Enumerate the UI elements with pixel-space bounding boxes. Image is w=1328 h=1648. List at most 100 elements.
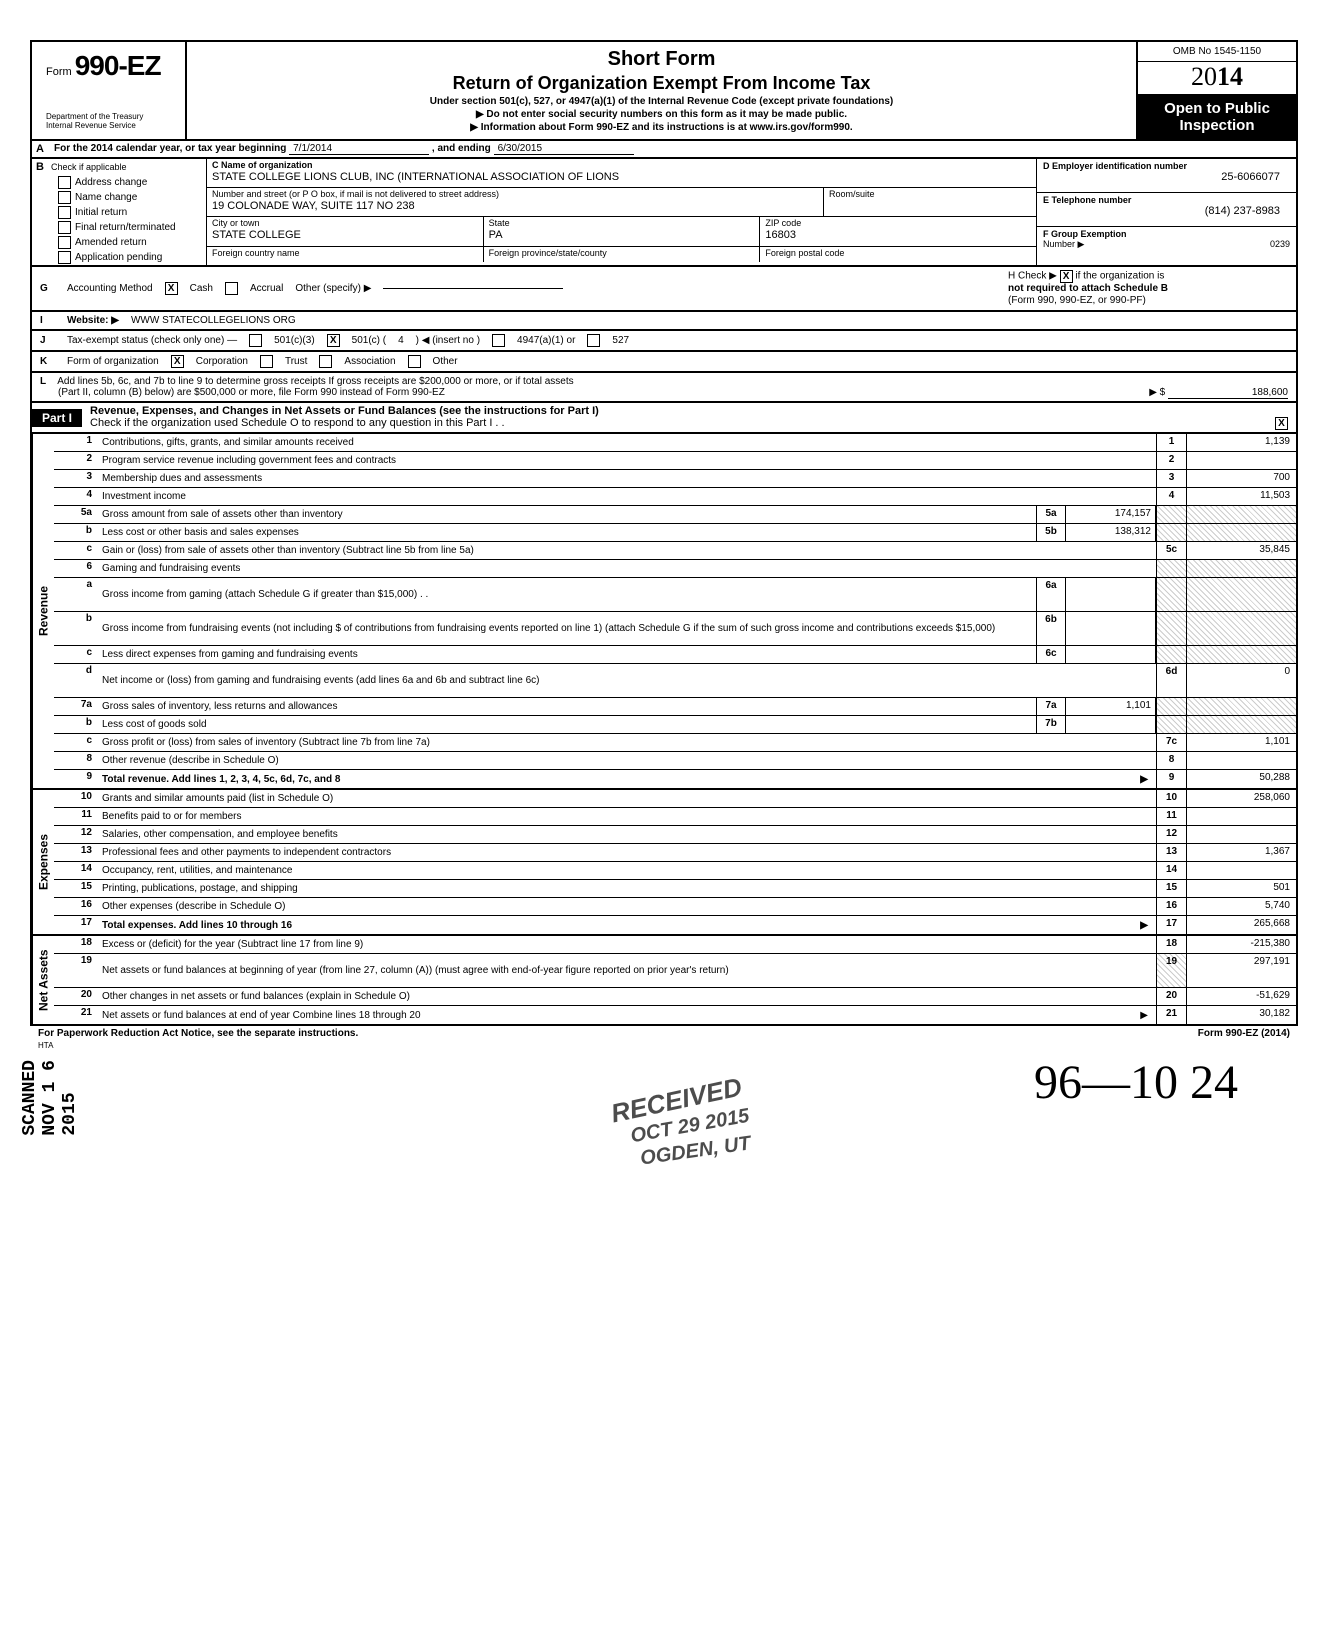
c-label: C Name of organization	[212, 160, 1031, 170]
f-label2: Number ▶	[1043, 239, 1084, 250]
right-line-num: 8	[1156, 752, 1186, 769]
fpc-cell: Foreign postal code	[760, 247, 1036, 262]
line-number: a	[54, 578, 98, 611]
checkbox-other-org[interactable]	[408, 355, 421, 368]
checkbox-icon[interactable]	[58, 191, 71, 204]
right-line-val: 30,182	[1186, 1006, 1296, 1024]
table-row: bLess cost of goods sold7b	[54, 716, 1296, 734]
line-number: b	[54, 716, 98, 733]
table-row: 7aGross sales of inventory, less returns…	[54, 698, 1296, 716]
c-after: ) ◀ (insert no )	[416, 335, 480, 346]
right-line-num	[1156, 578, 1186, 611]
dept-line2: Internal Revenue Service	[46, 122, 171, 131]
acct-label: Accounting Method	[67, 283, 153, 294]
header-arrow1: ▶ Do not enter social security numbers o…	[197, 109, 1126, 120]
checkbox-icon[interactable]	[58, 251, 71, 264]
zip-value: 16803	[765, 228, 1031, 241]
right-line-num: 9	[1156, 770, 1186, 788]
checkbox-4947[interactable]	[492, 334, 505, 347]
form-number-cell: Form 990-EZ Department of the Treasury I…	[32, 42, 187, 139]
table-row: 13Professional fees and other payments t…	[54, 844, 1296, 862]
table-row: 12Salaries, other compensation, and empl…	[54, 826, 1296, 844]
h-line3: (Form 990, 990-EZ, or 990-PF)	[1008, 295, 1146, 306]
checkbox-icon[interactable]	[58, 236, 71, 249]
checkbox-assoc[interactable]	[319, 355, 332, 368]
part1-title: Revenue, Expenses, and Changes in Net As…	[82, 403, 1296, 432]
checkbox-icon[interactable]	[58, 206, 71, 219]
checkbox-sched-o[interactable]	[1275, 417, 1288, 430]
checkbox-501c[interactable]	[327, 334, 340, 347]
checkbox-accrual[interactable]	[225, 282, 238, 295]
table-row: aGross income from gaming (attach Schedu…	[54, 578, 1296, 612]
check-initial[interactable]: Initial return	[32, 205, 206, 220]
right-line-val	[1186, 698, 1296, 715]
arrow-icon: ▶	[1140, 1010, 1148, 1021]
right-line-val: 0	[1186, 664, 1296, 697]
fc-label: Foreign country name	[212, 248, 478, 258]
line-desc: Occupancy, rent, utilities, and maintena…	[98, 862, 1156, 879]
a1: 4947(a)(1) or	[517, 335, 575, 346]
room-cell: Room/suite	[824, 188, 1036, 216]
line-number: d	[54, 664, 98, 697]
checkbox-trust[interactable]	[260, 355, 273, 368]
right-line-num: 18	[1156, 936, 1186, 953]
table-row: 18Excess or (deficit) for the year (Subt…	[54, 936, 1296, 954]
line-desc: Net assets or fund balances at beginning…	[98, 954, 1156, 987]
footer-left: For Paperwork Reduction Act Notice, see …	[38, 1028, 358, 1039]
right-line-num: 21	[1156, 1006, 1186, 1024]
table-row: 11Benefits paid to or for members11	[54, 808, 1296, 826]
inner-line-val	[1066, 612, 1156, 645]
year-prefix: 20	[1191, 62, 1217, 91]
zip-cell: ZIP code 16803	[760, 217, 1036, 245]
right-line-num: 12	[1156, 826, 1186, 843]
line-number: c	[54, 646, 98, 663]
addr-value: 19 COLONADE WAY, SUITE 117 NO 238	[212, 199, 818, 212]
c: 501(c) (	[352, 335, 386, 346]
netassets-lines: 18Excess or (deficit) for the year (Subt…	[54, 936, 1296, 1024]
checkbox-icon[interactable]	[58, 176, 71, 189]
line-number: 18	[54, 936, 98, 953]
checkbox-527[interactable]	[587, 334, 600, 347]
right-line-val: 1,101	[1186, 734, 1296, 751]
right-line-val: 258,060	[1186, 790, 1296, 807]
checkbox-cash[interactable]	[165, 282, 178, 295]
line-desc: Salaries, other compensation, and employ…	[98, 826, 1156, 843]
check-final[interactable]: Final return/terminated	[32, 220, 206, 235]
right-line-num	[1156, 506, 1186, 523]
right-line-val	[1186, 716, 1296, 733]
title-return: Return of Organization Exempt From Incom…	[197, 73, 1126, 94]
table-row: 2Program service revenue including gover…	[54, 452, 1296, 470]
line-desc: Program service revenue including govern…	[98, 452, 1156, 469]
line-number: 3	[54, 470, 98, 487]
addr-label: Number and street (or P O box, if mail i…	[212, 189, 818, 199]
right-line-val: -51,629	[1186, 988, 1296, 1005]
inner-line-val	[1066, 578, 1156, 611]
right-line-val	[1186, 646, 1296, 663]
right-line-val: 700	[1186, 470, 1296, 487]
line-desc: Gross profit or (loss) from sales of inv…	[98, 734, 1156, 751]
check-addr-label: Address change	[75, 177, 147, 188]
table-row: 8Other revenue (describe in Schedule O)8	[54, 752, 1296, 770]
line-number: 8	[54, 752, 98, 769]
stamp-date: OCT 29 2015	[629, 1105, 751, 1149]
right-line-val	[1186, 612, 1296, 645]
p1-sub: Check if the organization used Schedule …	[90, 417, 505, 429]
table-row: dNet income or (loss) from gaming and fu…	[54, 664, 1296, 698]
checkbox-icon[interactable]	[58, 221, 71, 234]
line-number: 7a	[54, 698, 98, 715]
check-pending[interactable]: Application pending	[32, 250, 206, 265]
checkbox-501c3[interactable]	[249, 334, 262, 347]
table-row: 9Total revenue. Add lines 1, 2, 3, 4, 5c…	[54, 770, 1296, 788]
right-line-num: 3	[1156, 470, 1186, 487]
checkbox-corp[interactable]	[171, 355, 184, 368]
inner-line-val: 1,101	[1066, 698, 1156, 715]
check-name[interactable]: Name change	[32, 190, 206, 205]
line-number: 4	[54, 488, 98, 505]
checkbox-h[interactable]	[1060, 270, 1073, 283]
line-desc: Other changes in net assets or fund bala…	[98, 988, 1156, 1005]
check-addr[interactable]: Address change	[32, 175, 206, 190]
right-line-val	[1186, 808, 1296, 825]
fp-cell: Foreign province/state/county	[484, 247, 761, 262]
check-amended[interactable]: Amended return	[32, 235, 206, 250]
other-fill	[383, 288, 563, 289]
